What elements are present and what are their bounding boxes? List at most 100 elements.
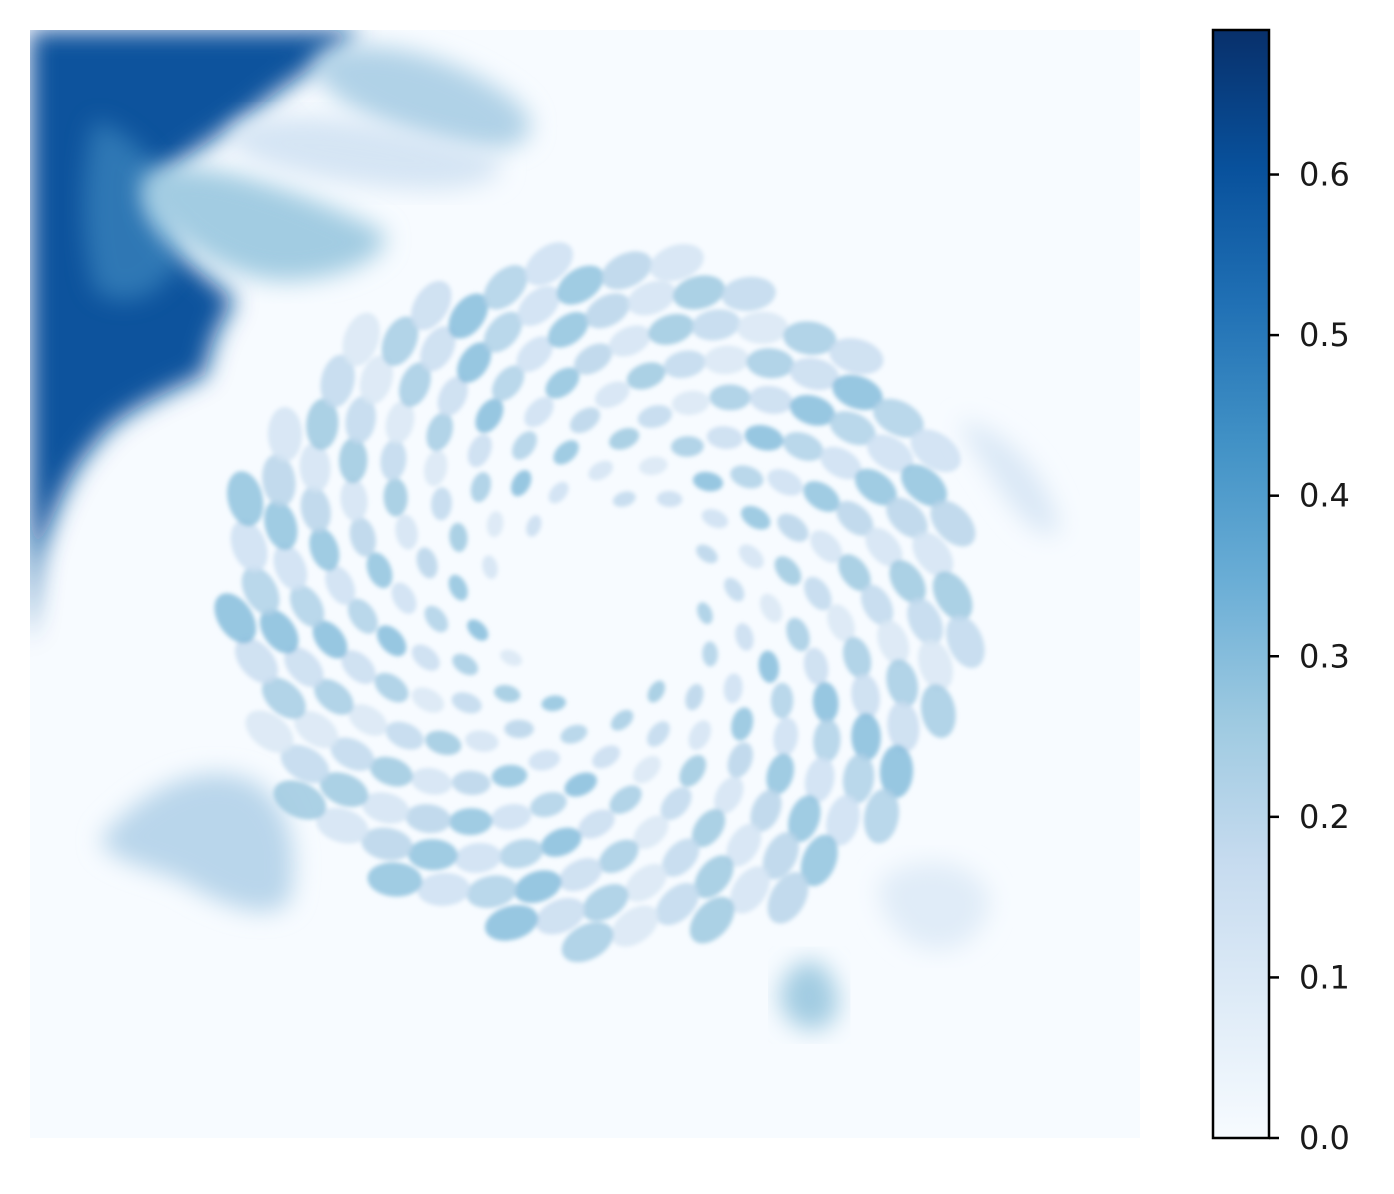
seed-spot <box>380 439 407 481</box>
seed-spot <box>426 412 454 451</box>
seed-spot <box>491 764 528 788</box>
seed-spot <box>405 804 452 834</box>
seed-spot <box>588 460 614 481</box>
seed-spot <box>592 745 621 769</box>
seed-spot <box>727 742 753 778</box>
petal-lower-right <box>879 862 990 950</box>
seed-spot <box>920 684 956 738</box>
seed-spot <box>649 243 704 282</box>
seed-spot <box>673 275 725 310</box>
heatmap-image <box>30 30 1140 1138</box>
seed-spot <box>524 396 554 428</box>
seed-spot <box>783 321 837 355</box>
seed-spot <box>826 794 860 846</box>
seed-spot <box>714 776 744 814</box>
seed-spot <box>750 789 782 832</box>
seed-spot <box>381 316 419 366</box>
seed-spot <box>345 396 376 444</box>
seed-spot <box>483 311 523 353</box>
seed-spot <box>582 884 629 922</box>
seed-spot <box>907 597 943 646</box>
petal-top <box>315 46 531 151</box>
seed-spot <box>259 609 299 654</box>
seed-spot <box>467 619 489 641</box>
seed-spot <box>609 785 642 814</box>
seed-spot <box>299 442 331 493</box>
seed-spot <box>424 605 449 633</box>
seed-spot <box>314 678 354 715</box>
seed-spot <box>851 673 880 719</box>
seed-spot <box>530 792 567 818</box>
seed-spot <box>486 511 504 538</box>
seed-spot <box>561 922 614 963</box>
seed-spot <box>863 788 900 844</box>
seed-spot <box>873 398 924 438</box>
seed-spot <box>886 497 928 539</box>
seed-spot <box>553 440 579 465</box>
seed-spot <box>829 338 884 375</box>
seed-spot <box>812 682 839 723</box>
seed-spot <box>601 251 653 290</box>
seed-spot <box>946 615 985 669</box>
seed-spot <box>483 265 528 310</box>
seed-spot <box>813 718 841 763</box>
seed-spot <box>348 704 388 736</box>
seed-spot <box>789 394 835 426</box>
seed-spot <box>731 707 754 741</box>
petal-lower-left <box>100 773 294 912</box>
seed-spot <box>385 400 415 444</box>
seed-spot <box>560 724 588 744</box>
seed-spot <box>744 425 784 451</box>
seed-spot <box>366 552 393 589</box>
seed-spot <box>762 831 800 880</box>
seed-spot <box>679 754 707 787</box>
seed-spot <box>569 407 601 434</box>
seed-spot <box>609 427 640 450</box>
seed-spot <box>692 471 724 492</box>
colorbar-tick-label: 0.0 <box>1299 1119 1350 1157</box>
seed-spot <box>491 365 525 402</box>
seed-spot <box>759 593 783 623</box>
seed-spot <box>574 343 613 375</box>
seed-spot <box>467 434 492 468</box>
seed-spot <box>782 432 824 461</box>
seed-spot <box>349 517 376 557</box>
seed-spot <box>832 374 883 411</box>
seed-spot <box>803 481 840 512</box>
seed-spot <box>454 842 502 873</box>
seed-spot <box>671 436 704 457</box>
seed-spot <box>691 809 726 848</box>
seed-spot <box>437 376 468 417</box>
seed-spot <box>879 744 914 798</box>
seed-spot <box>547 311 589 348</box>
seed-spot <box>289 584 325 628</box>
seed-spot <box>767 872 809 924</box>
seed-spot <box>842 753 875 804</box>
seed-spot <box>411 644 440 671</box>
petal-upper <box>142 167 386 281</box>
seed-spot <box>391 582 417 614</box>
seed-spot <box>325 565 356 605</box>
seed-spot <box>741 505 771 530</box>
seed-spot <box>340 478 368 522</box>
seed-spot <box>648 313 695 345</box>
colorbar-frame <box>1211 28 1271 1140</box>
seed-spot <box>701 509 729 529</box>
seed-spot <box>887 701 920 753</box>
seed-spot <box>470 472 492 503</box>
seed-spot <box>449 808 493 836</box>
colorbar-tick-label: 0.4 <box>1299 477 1350 515</box>
seed-spot <box>420 326 456 372</box>
seed-spot <box>598 839 639 874</box>
seed-spot <box>512 431 537 460</box>
seed-spot <box>842 636 872 679</box>
seed-spot <box>758 650 780 683</box>
seed-spot <box>932 571 973 621</box>
seed-spot <box>511 470 532 497</box>
seed-spot <box>773 717 799 757</box>
seed-spot <box>385 721 424 750</box>
seed-spot <box>703 345 750 375</box>
seed-spot <box>362 792 410 824</box>
seed-spot <box>359 355 394 405</box>
seed-spot <box>585 293 630 329</box>
